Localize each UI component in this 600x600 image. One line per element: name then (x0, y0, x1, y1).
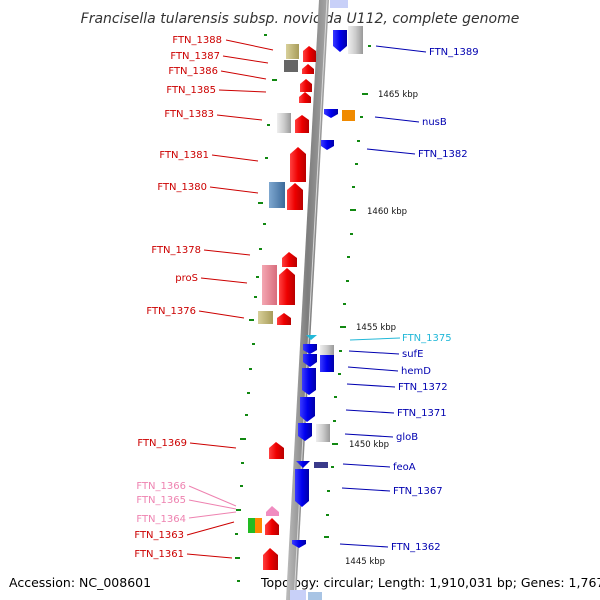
label-ftn-1386[interactable]: FTN_1386 (168, 66, 218, 77)
label-ftn-1365[interactable]: FTN_1365 (136, 495, 186, 506)
gene-glob (316, 424, 330, 442)
right-strand-genes (292, 26, 363, 548)
label-ftn-1366[interactable]: FTN_1366 (136, 481, 186, 492)
gene-ftn-1386 (303, 46, 316, 62)
left-strand-genes (248, 44, 316, 570)
label-ftn-1378[interactable]: FTN_1378 (151, 245, 201, 256)
gene-ftn-1369 (269, 442, 284, 459)
right-scale-dots (324, 45, 371, 538)
scale-tick-1445: 1445 kbp (345, 557, 385, 567)
label-ftn-1388[interactable]: FTN_1388 (172, 35, 222, 46)
label-ftn-1361[interactable]: FTN_1361 (134, 549, 184, 560)
gene-ftn-1380 (269, 182, 285, 208)
label-ftn-1381[interactable]: FTN_1381 (159, 150, 209, 161)
scale-tick-labels: 1465 kbp 1460 kbp 1455 kbp 1450 kbp 1445… (345, 90, 418, 567)
gene-nusb (342, 110, 355, 121)
label-ftn-1363[interactable]: FTN_1363 (134, 530, 184, 541)
genome-title: Francisella tularensis subsp. novicida U… (81, 11, 520, 27)
gene-ftn-1361 (263, 548, 278, 570)
gene-ftn-1378 (282, 252, 297, 267)
bottom-edge-feature-left (290, 590, 306, 600)
gene-hemd (320, 355, 334, 372)
bottom-edge-feature-right (308, 592, 322, 600)
label-ftn-1369[interactable]: FTN_1369 (137, 438, 187, 449)
label-ftn-1367[interactable]: FTN_1367 (393, 486, 443, 497)
gene-ftn-1364 (255, 518, 262, 533)
left-scale-dots (235, 34, 277, 582)
gene-feoa (314, 462, 328, 468)
label-ftn-1376[interactable]: FTN_1376 (146, 306, 196, 317)
gene-ftn-1388 (286, 44, 299, 59)
label-ftn-1389[interactable]: FTN_1389 (429, 47, 479, 58)
gene-feo-arrow (296, 461, 310, 468)
label-hemd[interactable]: hemD (401, 366, 431, 377)
gene-ftn-1381 (290, 147, 306, 182)
gene-ftn-1382 (321, 140, 334, 150)
scale-tick-1460: 1460 kbp (367, 207, 407, 217)
gene-sufe (320, 345, 334, 358)
gene-ftn-1362 (292, 540, 306, 548)
gene-pros-pink (262, 265, 277, 305)
gene-ftn-1386b (302, 64, 314, 74)
gene-ftn-1376b (277, 313, 291, 325)
gene-suf-a (303, 344, 317, 354)
label-ftn-1383[interactable]: FTN_1383 (164, 109, 214, 120)
gene-hemd-a (303, 354, 317, 367)
gene-ftn-1371 (300, 397, 315, 422)
gene-ftn-1367 (295, 469, 309, 507)
gene-blue-nusb-a (324, 109, 338, 118)
label-ftn-1380[interactable]: FTN_1380 (157, 182, 207, 193)
left-gene-labels: FTN_1388 FTN_1387 FTN_1386 FTN_1385 FTN_… (134, 35, 222, 560)
gene-ftn-1380b (287, 183, 303, 210)
gene-ftn-1389 (348, 26, 363, 54)
label-ftn-1387[interactable]: FTN_1387 (170, 51, 220, 62)
gene-ftn-1387 (284, 60, 298, 72)
gene-ftn-1375 (306, 335, 317, 340)
label-feoa[interactable]: feoA (393, 462, 416, 473)
label-ftn-1372[interactable]: FTN_1372 (398, 382, 448, 393)
genome-backbone (286, 0, 348, 600)
accession-text: Accession: NC_008601 (9, 575, 151, 590)
label-glob[interactable]: gloB (396, 432, 418, 443)
top-edge-feature (330, 0, 348, 8)
gene-ftn-1376 (258, 311, 273, 324)
scale-tick-1450: 1450 kbp (349, 440, 389, 450)
gene-ftn-1385 (300, 79, 312, 92)
label-ftn-1364[interactable]: FTN_1364 (136, 514, 186, 525)
label-ftn-1371[interactable]: FTN_1371 (397, 408, 447, 419)
scale-tick-1465: 1465 kbp (378, 90, 418, 100)
label-ftn-1385[interactable]: FTN_1385 (166, 85, 216, 96)
gene-pros (279, 268, 295, 305)
gene-ftn-1363 (265, 518, 279, 535)
label-pros[interactable]: proS (175, 273, 198, 284)
label-nusb[interactable]: nusB (422, 117, 447, 128)
scale-tick-1455: 1455 kbp (356, 323, 396, 333)
gene-ftn-1366 (266, 506, 279, 516)
label-ftn-1375[interactable]: FTN_1375 (402, 333, 452, 344)
gene-ftn-1372 (302, 368, 316, 395)
leader-lines (186, 39, 427, 559)
gene-ftn-1365 (248, 518, 255, 533)
gene-globa (298, 423, 312, 441)
topology-text: Topology: circular; Length: 1,910,031 bp… (260, 575, 600, 590)
gene-ftn-1383 (295, 115, 309, 133)
gene-grey-1 (277, 113, 291, 133)
right-gene-labels: FTN_1389 nusB FTN_1382 FTN_1375 sufE hem… (391, 47, 479, 553)
label-sufe[interactable]: sufE (402, 349, 423, 360)
label-ftn-1382[interactable]: FTN_1382 (418, 149, 468, 160)
gene-ftn-1385b (299, 92, 311, 103)
gene-blue-top (333, 30, 347, 52)
label-ftn-1362[interactable]: FTN_1362 (391, 542, 441, 553)
